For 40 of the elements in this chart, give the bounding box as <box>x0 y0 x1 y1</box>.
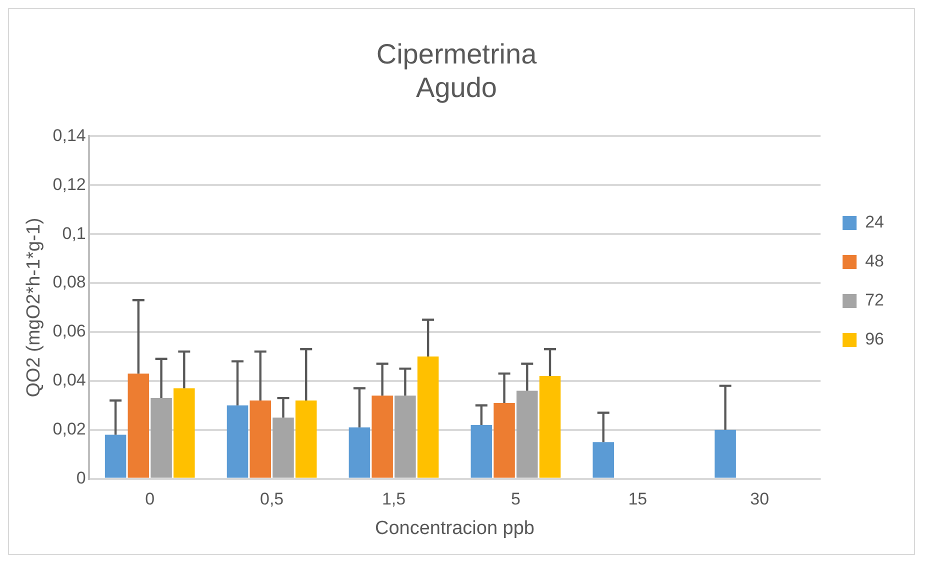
bar <box>714 430 736 478</box>
y-tick-label: 0,02 <box>52 420 86 439</box>
bar <box>494 402 515 478</box>
x-tick-label: 5 <box>510 490 520 509</box>
x-tick-label: 0 <box>145 490 155 509</box>
bar <box>592 442 614 478</box>
bar <box>128 374 150 478</box>
legend-label: 24 <box>865 212 884 232</box>
bar <box>348 427 370 478</box>
legend-label: 96 <box>865 330 884 349</box>
y-tick-label: 0,04 <box>52 370 86 390</box>
bar <box>104 434 126 478</box>
bar <box>250 400 272 478</box>
bar <box>174 388 195 478</box>
y-tick-label: 0,12 <box>52 174 86 194</box>
x-tick-label: 15 <box>628 490 648 509</box>
bar <box>470 424 492 478</box>
bar <box>372 396 393 478</box>
y-tick-label: 0,1 <box>62 224 86 243</box>
x-axis-title: Concentracion ppb <box>374 518 534 539</box>
bar <box>272 418 294 478</box>
bar <box>150 398 172 478</box>
bar <box>226 405 248 478</box>
y-tick-label: 0,14 <box>52 126 86 145</box>
legend-label: 48 <box>865 252 884 271</box>
bar <box>394 396 416 478</box>
x-tick-label: 0,5 <box>260 490 284 509</box>
bar <box>295 400 317 478</box>
legend-label: 72 <box>865 290 884 310</box>
y-axis-title: QO2 (mgO2*h-1*g-1) <box>24 218 45 398</box>
bar <box>417 356 439 478</box>
text: Cipermetrina <box>376 38 537 70</box>
y-tick-label: 0,08 <box>52 272 86 292</box>
y-tick-label: 0 <box>76 468 86 488</box>
text: Agudo <box>416 72 497 104</box>
x-tick-label: 1,5 <box>382 490 406 509</box>
bar <box>516 390 538 478</box>
bar <box>539 376 561 478</box>
x-tick-label: 30 <box>750 490 770 509</box>
y-tick-label: 0,06 <box>52 322 86 341</box>
